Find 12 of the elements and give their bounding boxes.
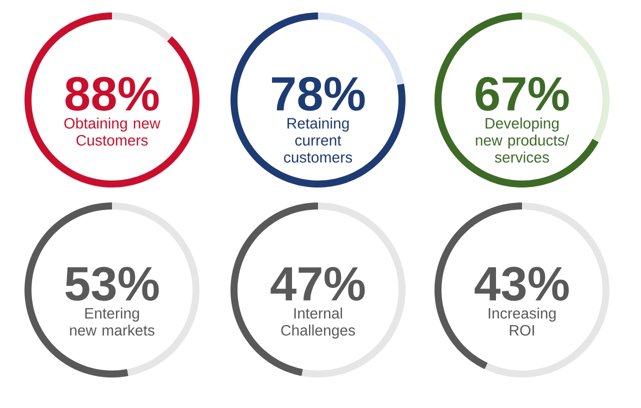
slice-label: Increasing ROI <box>488 308 556 336</box>
slice-label: Internal Challenges <box>281 308 355 339</box>
data-label: 43% <box>474 266 569 301</box>
data-label: 47% <box>270 266 365 301</box>
data-label: 67% <box>476 76 569 111</box>
data-label: 53% <box>65 266 159 301</box>
data-label: 88% <box>65 76 159 111</box>
slice-label: Entering new markets <box>70 308 154 336</box>
slice-label: Obtaining new Customers <box>64 118 160 146</box>
data-label: 78% <box>272 76 365 111</box>
slice-label: Retaining current customers <box>284 118 352 163</box>
slice-label: Developing new products/ services <box>476 118 570 163</box>
